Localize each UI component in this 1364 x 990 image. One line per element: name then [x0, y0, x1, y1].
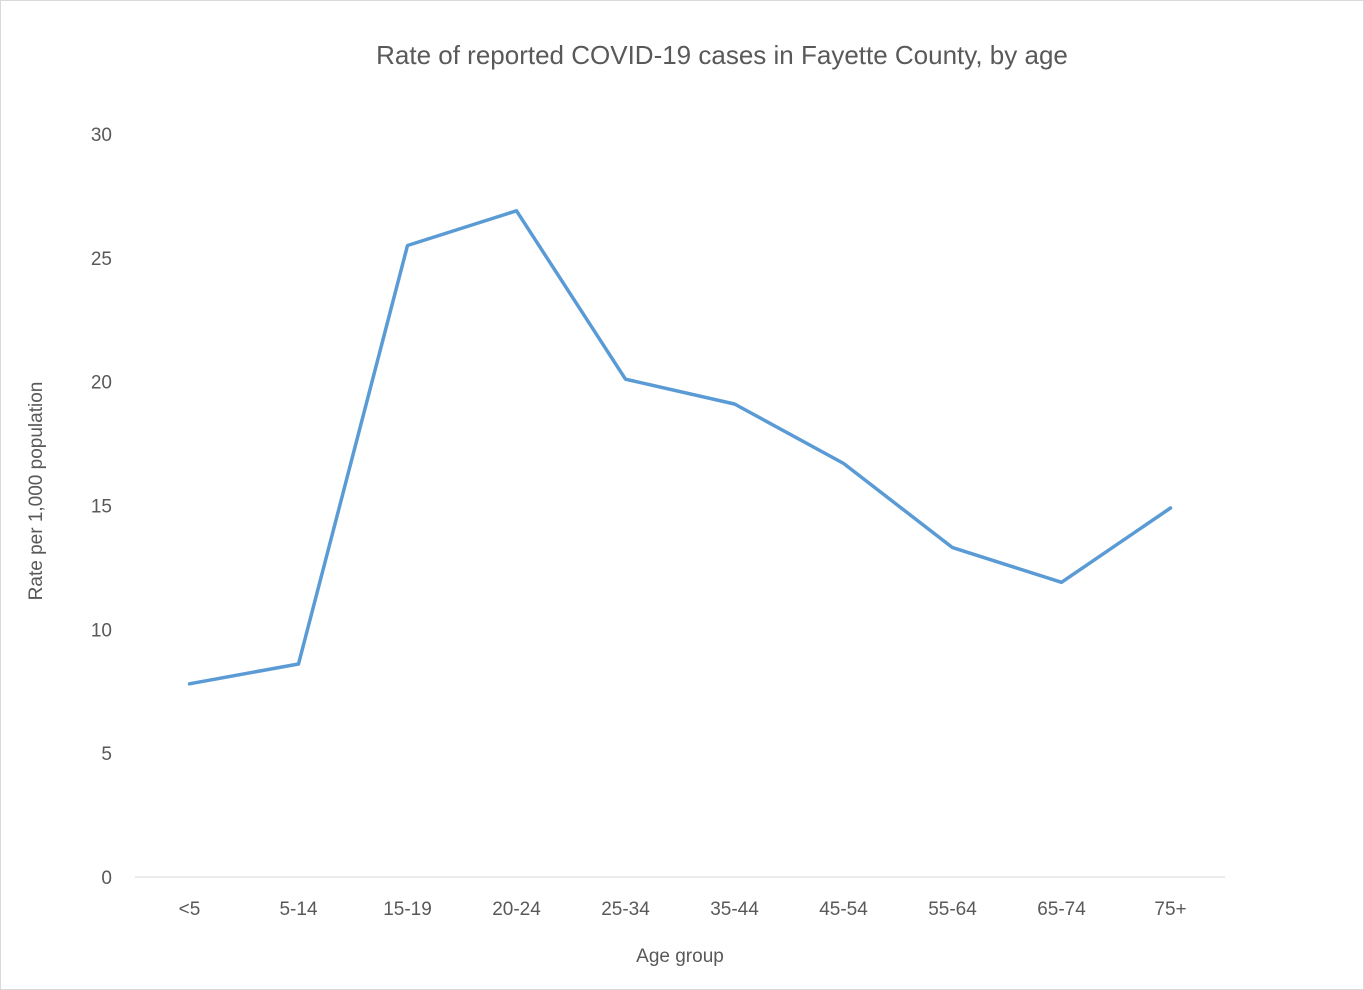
- y-tick-label: 25: [91, 249, 112, 270]
- x-tick-label: 5-14: [279, 899, 317, 920]
- x-tick-label: 25-34: [601, 899, 650, 920]
- x-axis-ticks: <5 5-14 15-19 20-24 25-34 35-44 45-54 55-64 65-7…: [179, 899, 1187, 920]
- x-tick-label: 15-19: [383, 899, 432, 920]
- x-axis-label: Age group: [636, 946, 724, 967]
- x-tick-label: 75+: [1154, 899, 1186, 920]
- y-axis-ticks: 0 5 10 15 20 25 30: [91, 125, 112, 889]
- chart-title: Rate of reported COVID-19 cases in Fayet…: [376, 40, 1068, 70]
- y-tick-label: 15: [91, 497, 112, 518]
- y-tick-label: 20: [91, 373, 112, 394]
- y-tick-label: 30: [91, 125, 112, 146]
- series-line: [187, 209, 1173, 686]
- x-tick-label: 55-64: [928, 899, 977, 920]
- x-tick-label: 45-54: [819, 899, 868, 920]
- x-tick-label: 35-44: [710, 899, 759, 920]
- x-tick-label: 65-74: [1037, 899, 1086, 920]
- x-tick-label: 20-24: [492, 899, 541, 920]
- y-axis-label: Rate per 1,000 population: [26, 382, 47, 601]
- y-tick-label: 5: [101, 744, 112, 765]
- y-tick-label: 10: [91, 620, 112, 641]
- x-tick-label: <5: [179, 899, 201, 920]
- y-tick-label: 0: [101, 868, 112, 889]
